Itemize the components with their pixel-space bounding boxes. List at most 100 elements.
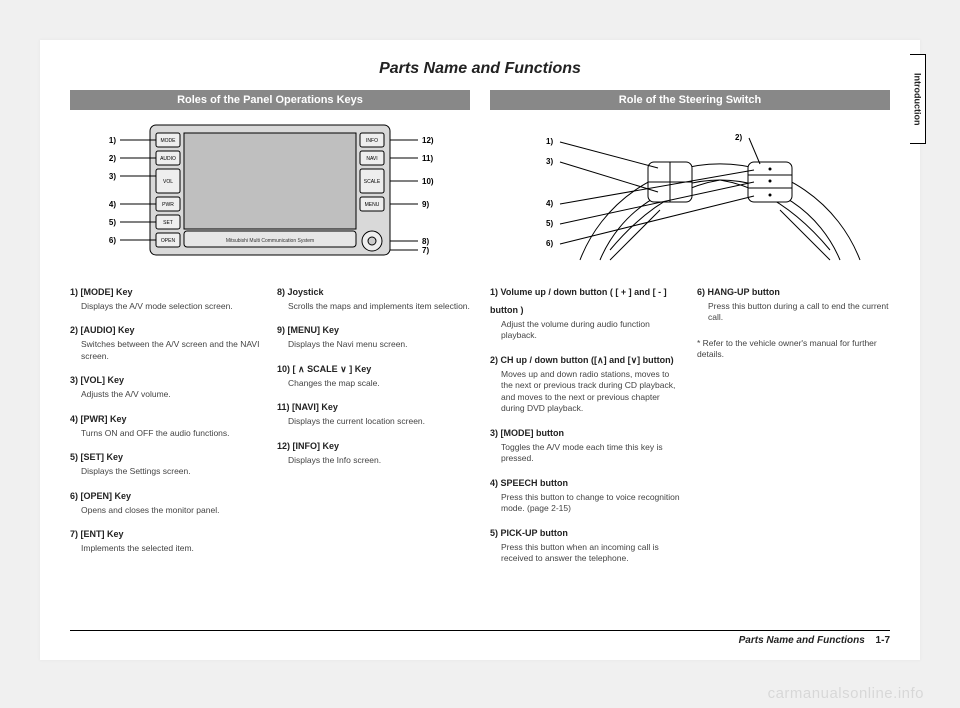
- footer-page: 1-7: [876, 635, 890, 646]
- item-name: [SET] Key: [81, 452, 124, 462]
- item: 11) [NAVI] Key Displays the current locat…: [277, 397, 470, 427]
- item-desc: Displays the current location screen.: [277, 416, 470, 427]
- item-desc: Displays the A/V mode selection screen.: [70, 301, 263, 312]
- right-items-a: 1) Volume up / down button ( [ + ] and […: [490, 282, 683, 573]
- svg-text:12): 12): [422, 136, 434, 145]
- item-desc: Adjusts the A/V volume.: [70, 389, 263, 400]
- svg-text:PWR: PWR: [162, 202, 174, 208]
- item-number: 8): [277, 287, 288, 297]
- footer-text: Parts Name and Functions: [739, 635, 865, 646]
- left-column: Roles of the Panel Operations Keys Mitsu…: [70, 90, 470, 573]
- steering-svg: 1)2)3)4)5)6): [510, 120, 870, 270]
- item-desc: Scrolls the maps and implements item sel…: [277, 301, 470, 312]
- item: 12) [INFO] KeyDisplays the Info screen.: [277, 436, 470, 466]
- svg-text:SET: SET: [163, 220, 173, 226]
- item-name: [ ∧ SCALE ∨ ] Key: [293, 364, 372, 374]
- item-number: 1): [490, 287, 501, 297]
- right-column: Role of the Steering Switch 1)2)3)4)5)6)…: [490, 90, 890, 573]
- item-name: Joystick: [288, 287, 324, 297]
- svg-text:MODE: MODE: [161, 138, 177, 144]
- item: 6) HANG-UP buttonPress this button durin…: [697, 282, 890, 324]
- item-number: 4): [70, 414, 81, 424]
- item-number: 3): [490, 428, 501, 438]
- svg-text:4): 4): [546, 199, 553, 208]
- item: 1) [MODE] KeyDisplays the A/V mode selec…: [70, 282, 263, 312]
- svg-text:MENU: MENU: [365, 202, 380, 208]
- item-number: 7): [70, 529, 81, 539]
- svg-text:1): 1): [109, 136, 116, 145]
- item: 7) [ENT] KeyImplements the selected item…: [70, 524, 263, 554]
- item-name: [OPEN] Key: [81, 491, 132, 501]
- item-name: SPEECH button: [501, 478, 569, 488]
- item-name: [PWR] Key: [81, 414, 127, 424]
- svg-text:OPEN: OPEN: [161, 238, 176, 244]
- svg-text:7): 7): [422, 246, 429, 255]
- item-name: [NAVI] Key: [292, 402, 338, 412]
- left-items-b: 8) Joystick Scrolls the maps and implemen…: [277, 282, 470, 563]
- item: 2) [AUDIO] KeySwitches between the A/V s…: [70, 320, 263, 362]
- item: 5) [SET] Key Displays the Settings screen…: [70, 447, 263, 477]
- panel-svg: Mitsubishi Multi Communication SystemMOD…: [90, 120, 450, 270]
- item: 9) [MENU] KeyDisplays the Navi menu scre…: [277, 320, 470, 350]
- side-tab: Introduction: [910, 54, 926, 144]
- item-desc: Press this button during a call to end t…: [697, 301, 890, 324]
- item-desc: Opens and closes the monitor panel.: [70, 505, 263, 516]
- item-name: HANG-UP button: [708, 287, 780, 297]
- item-number: 5): [70, 452, 81, 462]
- left-heading: Roles of the Panel Operations Keys: [70, 90, 470, 110]
- footer: Parts Name and Functions 1-7: [70, 630, 890, 646]
- item-number: 10): [277, 364, 293, 374]
- main-columns: Roles of the Panel Operations Keys Mitsu…: [70, 90, 890, 573]
- item: 3) [VOL] Key Adjusts the A/V volume.: [70, 370, 263, 400]
- watermark: carmanualsonline.info: [768, 685, 924, 702]
- item-name: [INFO] Key: [293, 441, 340, 451]
- svg-text:VOL: VOL: [163, 179, 173, 185]
- item-desc: Toggles the A/V mode each time this key …: [490, 442, 683, 465]
- right-items-b: 6) HANG-UP buttonPress this button durin…: [697, 282, 890, 324]
- svg-text:4): 4): [109, 200, 116, 209]
- item-number: 2): [490, 355, 501, 365]
- svg-text:11): 11): [422, 154, 433, 163]
- item-name: [MODE] button: [501, 428, 564, 438]
- item-desc: Moves up and down radio stations, moves …: [490, 369, 683, 415]
- item: 4) SPEECH buttonPress this button to cha…: [490, 473, 683, 515]
- item-name: [VOL] Key: [81, 375, 125, 385]
- item-desc: Switches between the A/V screen and the …: [70, 339, 263, 362]
- item-desc: Press this button to change to voice rec…: [490, 492, 683, 515]
- svg-text:NAVI: NAVI: [366, 156, 377, 162]
- left-desc-columns: 1) [MODE] KeyDisplays the A/V mode selec…: [70, 282, 470, 563]
- item: 2) CH up / down button ([∧] and [∨] butt…: [490, 350, 683, 415]
- svg-text:5): 5): [109, 218, 116, 227]
- item-number: 6): [70, 491, 81, 501]
- svg-text:3): 3): [109, 172, 116, 181]
- svg-text:AUDIO: AUDIO: [160, 156, 176, 162]
- item: 6) [OPEN] Key Opens and closes the monito…: [70, 486, 263, 516]
- svg-text:2): 2): [109, 154, 116, 163]
- item-desc: Displays the Navi menu screen.: [277, 339, 470, 350]
- item-name: Volume up / down button ( [ + ] and [ - …: [490, 287, 667, 315]
- item-number: 5): [490, 528, 501, 538]
- item-desc: Changes the map scale.: [277, 378, 470, 389]
- item-number: 11): [277, 402, 292, 412]
- svg-text:8): 8): [422, 237, 429, 246]
- item-desc: Adjust the volume during audio function …: [490, 319, 683, 342]
- item: 8) Joystick Scrolls the maps and implemen…: [277, 282, 470, 312]
- item-name: [ENT] Key: [81, 529, 124, 539]
- steering-diagram: 1)2)3)4)5)6): [490, 120, 890, 270]
- item: 10) [ ∧ SCALE ∨ ] Key Changes the map sca…: [277, 359, 470, 389]
- item-desc: Displays the Settings screen.: [70, 466, 263, 477]
- svg-text:1): 1): [546, 137, 553, 146]
- item: 1) Volume up / down button ( [ + ] and […: [490, 282, 683, 342]
- item-number: 12): [277, 441, 293, 451]
- svg-text:9): 9): [422, 200, 429, 209]
- item-number: 1): [70, 287, 81, 297]
- svg-text:6): 6): [109, 236, 116, 245]
- svg-text:6): 6): [546, 239, 553, 248]
- item-name: PICK-UP button: [501, 528, 568, 538]
- item-number: 3): [70, 375, 81, 385]
- right-items-b-wrap: 6) HANG-UP buttonPress this button durin…: [697, 282, 890, 573]
- item: 3) [MODE] button Toggles the A/V mode eac…: [490, 423, 683, 465]
- item-name: CH up / down button ([∧] and [∨] button): [501, 355, 674, 365]
- item-desc: Press this button when an incoming call …: [490, 542, 683, 565]
- svg-text:5): 5): [546, 219, 553, 228]
